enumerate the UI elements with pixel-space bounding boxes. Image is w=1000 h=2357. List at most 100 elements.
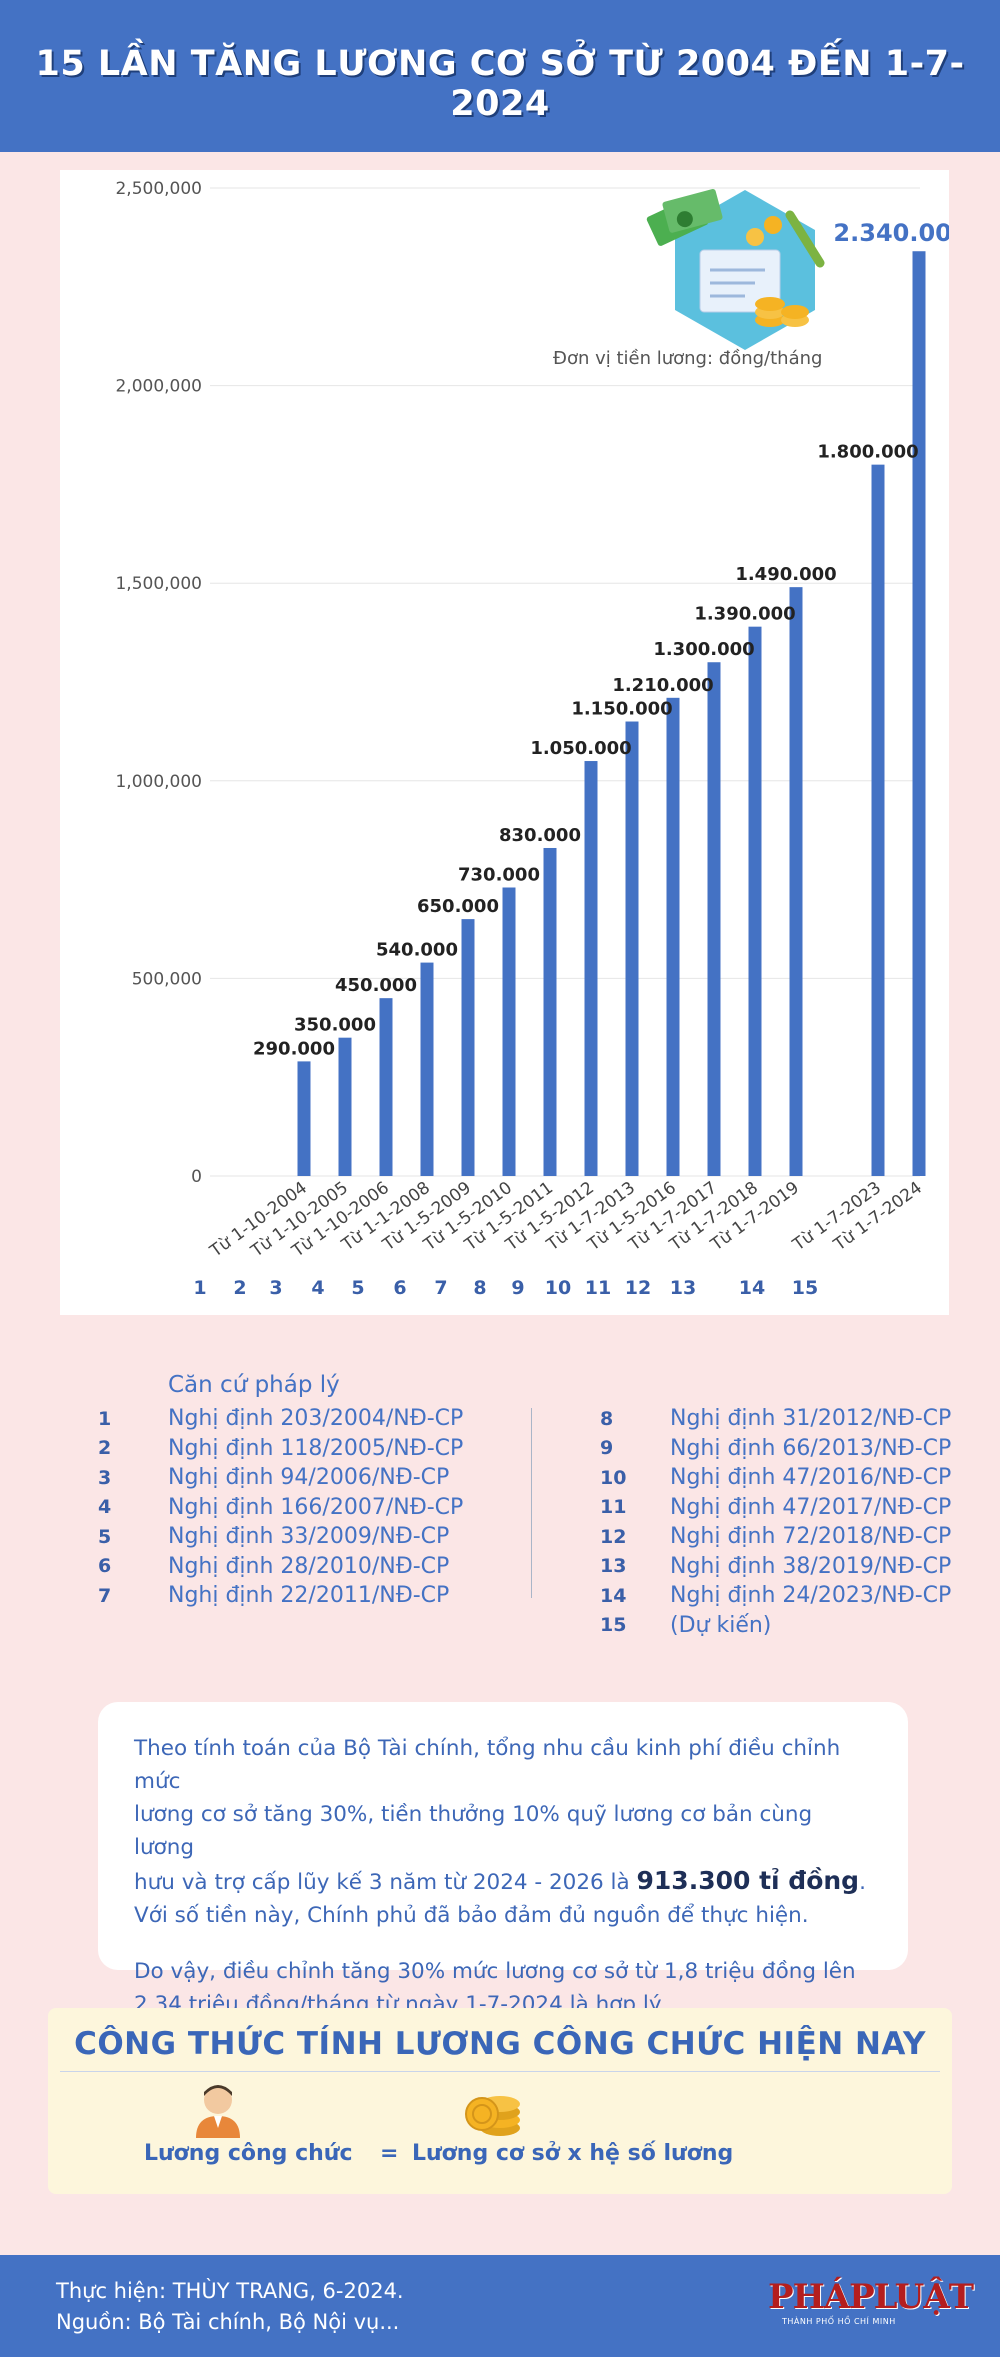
legal-item: 15 (Dự kiến) (600, 1611, 951, 1641)
bar-index-label: 15 (792, 1277, 818, 1299)
bar (420, 962, 434, 1176)
legal-item: 7 Nghị định 22/2011/NĐ-CP (98, 1581, 463, 1611)
money-illustration-icon (646, 188, 825, 350)
coins-icon (465, 2096, 520, 2136)
bar-index-label: 11 (585, 1277, 611, 1299)
bar (871, 464, 885, 1176)
legal-item-number: 7 (98, 1584, 112, 1607)
bar (666, 697, 680, 1176)
bar-index-label: 5 (351, 1277, 364, 1299)
bar-value-label: 730.000 (458, 865, 540, 886)
legal-item: 8 Nghị định 31/2012/NĐ-CP (600, 1404, 951, 1434)
bar-index-label: 1 (193, 1277, 206, 1299)
y-tick-label: 1,000,000 (115, 772, 202, 792)
legal-item: 12 Nghị định 72/2018/NĐ-CP (600, 1522, 951, 1552)
bar-value-label: 650.000 (417, 896, 499, 917)
legal-item-number: 9 (600, 1437, 614, 1460)
legal-basis-section: Căn cứ pháp lý 1 Nghị định 203/2004/NĐ-CP… (0, 1360, 1000, 1660)
legal-item: 4 Nghị định 166/2007/NĐ-CP (98, 1493, 463, 1523)
bar-index-label: 4 (311, 1277, 324, 1299)
legal-item-number: 6 (98, 1555, 112, 1578)
bar-index-label: 7 (434, 1277, 447, 1299)
bar-value-label: 830.000 (499, 825, 581, 846)
legal-item: 1 Nghị định 203/2004/NĐ-CP (98, 1404, 463, 1434)
note-text: hưu và trợ cấp lũy kế 3 năm từ 2024 - 20… (134, 1870, 637, 1895)
legal-divider (531, 1408, 532, 1598)
legal-item: 13 Nghị định 38/2019/NĐ-CP (600, 1552, 951, 1582)
civil-servant-avatar-icon (196, 2085, 240, 2138)
page-title: 15 LẦN TĂNG LƯƠNG CƠ SỞ TỪ 2004 ĐẾN 1-7-… (35, 44, 965, 124)
legal-item-number: 12 (600, 1525, 627, 1548)
legal-item-text: Nghị định 24/2023/NĐ-CP (670, 1583, 952, 1609)
note-line: Theo tính toán của Bộ Tài chính, tổng nh… (134, 1736, 841, 1794)
formula-title: CÔNG THỨC TÍNH LƯƠNG CÔNG CHỨC HIỆN NAY (74, 2026, 926, 2062)
formula-equals: = (380, 2141, 399, 2166)
legal-item-text: Nghị định 47/2016/NĐ-CP (670, 1465, 952, 1491)
bar-index-label: 6 (393, 1277, 406, 1299)
bar (379, 998, 393, 1176)
bar-index-label: 13 (670, 1277, 696, 1299)
bar (707, 662, 721, 1176)
bar-value-label: 1.490.000 (735, 564, 836, 585)
legal-item-number: 3 (98, 1466, 112, 1489)
bar (543, 847, 557, 1176)
publisher-logo: PHÁPLUẬT THÀNH PHỐ HỒ CHÍ MINH (768, 2277, 974, 2341)
legal-item-text: Nghị định 31/2012/NĐ-CP (670, 1406, 952, 1432)
legal-item-text: Nghị định 118/2005/NĐ-CP (168, 1435, 464, 1461)
bar-value-label: 1.150.000 (571, 699, 672, 720)
y-tick-label: 2,000,000 (115, 377, 202, 397)
note-line: Do vậy, điều chỉnh tăng 30% mức lương cơ… (134, 1959, 856, 1984)
legal-item-number: 4 (98, 1496, 112, 1519)
bar-index-label: 8 (473, 1277, 486, 1299)
legal-item: 11 Nghị định 47/2017/NĐ-CP (600, 1493, 951, 1523)
legal-item-number: 14 (600, 1584, 627, 1607)
bar-chart: 0 500,000 1,000,000 1,500,000 2,000,000 2,500… (115, 179, 949, 1299)
formula-right: Lương cơ sở x hệ số lương (412, 2141, 734, 2166)
formula-left: Lương công chức (144, 2141, 353, 2166)
bar-value-label: 540.000 (376, 940, 458, 961)
bar (748, 626, 762, 1176)
legal-item-number: 13 (600, 1555, 627, 1578)
bar-value-label: 450.000 (335, 975, 417, 996)
y-tick-label: 2,500,000 (115, 179, 202, 199)
bar (338, 1037, 352, 1176)
bar-value-label: 2.340.000 (833, 219, 949, 247)
legal-item-number: 11 (600, 1496, 627, 1519)
legal-item-text: (Dự kiến) (670, 1612, 772, 1638)
legal-item: 10 Nghị định 47/2016/NĐ-CP (600, 1463, 951, 1493)
logo-subtitle: THÀNH PHỐ HỒ CHÍ MINH (782, 2317, 896, 2326)
legal-item: 9 Nghị định 66/2013/NĐ-CP (600, 1434, 951, 1464)
footer-banner: Thực hiện: THÙY TRANG, 6-2024. Nguồn: Bộ… (0, 2255, 1000, 2357)
grid-layer: 0 500,000 1,000,000 1,500,000 2,000,000 2,500… (115, 179, 920, 1187)
legal-item-number: 15 (600, 1614, 627, 1637)
note-line: Với số tiền này, Chính phủ đã bảo đảm đủ… (134, 1903, 809, 1928)
source-text: Nguồn: Bộ Tài chính, Bộ Nội vụ... (56, 2310, 400, 2334)
chart-card: 0 500,000 1,000,000 1,500,000 2,000,000 2,500… (60, 170, 949, 1315)
legal-item-number: 10 (600, 1466, 627, 1489)
bar (502, 887, 516, 1176)
y-tick-label: 0 (191, 1167, 202, 1187)
unit-note: Đơn vị tiền lương: đồng/tháng (553, 348, 822, 369)
legal-item: 14 Nghị định 24/2023/NĐ-CP (600, 1581, 951, 1611)
note-line: hưu và trợ cấp lũy kế 3 năm từ 2024 - 20… (134, 1864, 872, 1899)
note-line: lương cơ sở tăng 30%, tiền thưởng 10% qu… (134, 1802, 813, 1860)
note-box: Theo tính toán của Bộ Tài chính, tổng nh… (98, 1702, 908, 2017)
formula-divider (60, 2071, 940, 2072)
bar-value-label: 1.050.000 (530, 738, 631, 759)
legal-item-number: 5 (98, 1525, 112, 1548)
legal-basis-title: Căn cứ pháp lý (168, 1372, 340, 1398)
legal-item-text: Nghị định 28/2010/NĐ-CP (168, 1553, 450, 1579)
legal-item: 5 Nghị định 33/2009/NĐ-CP (98, 1522, 463, 1552)
legal-item-text: Nghị định 72/2018/NĐ-CP (670, 1524, 952, 1550)
legal-item-text: Nghị định 47/2017/NĐ-CP (670, 1494, 952, 1520)
legal-item: 2 Nghị định 118/2005/NĐ-CP (98, 1434, 463, 1464)
bar-value-label: 1.210.000 (612, 675, 713, 696)
note-text: . (859, 1870, 866, 1895)
legal-item-text: Nghị định 66/2013/NĐ-CP (670, 1435, 952, 1461)
bar-value-label: 1.800.000 (817, 442, 918, 463)
bar-index-label: 12 (625, 1277, 651, 1299)
bar-index-label: 9 (511, 1277, 524, 1299)
legal-item-number: 2 (98, 1437, 112, 1460)
total-amount: 913.300 tỉ đồng (636, 1866, 860, 1895)
formula-box: CÔNG THỨC TÍNH LƯƠNG CÔNG CHỨC HIỆN NAY … (48, 2008, 952, 2194)
